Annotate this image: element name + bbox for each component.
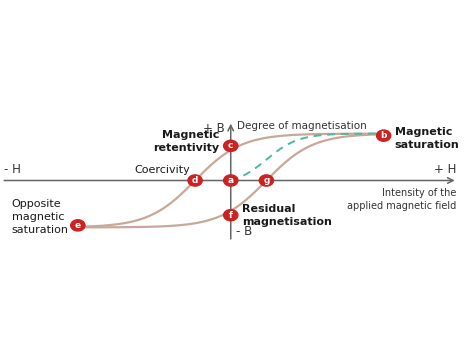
Text: c: c bbox=[228, 142, 233, 150]
Text: f: f bbox=[229, 211, 233, 219]
Text: a: a bbox=[228, 176, 234, 185]
Text: + B: + B bbox=[203, 122, 225, 135]
Ellipse shape bbox=[259, 175, 273, 186]
Text: Opposite
magnetic
saturation: Opposite magnetic saturation bbox=[11, 199, 69, 235]
Ellipse shape bbox=[224, 140, 238, 152]
Ellipse shape bbox=[376, 130, 391, 141]
Text: Residual
magnetisation: Residual magnetisation bbox=[242, 204, 332, 227]
Text: Coercivity: Coercivity bbox=[134, 165, 190, 175]
Ellipse shape bbox=[224, 209, 238, 221]
Text: - H: - H bbox=[4, 164, 21, 177]
Text: d: d bbox=[192, 176, 198, 185]
Text: - B: - B bbox=[236, 225, 252, 238]
Text: g: g bbox=[263, 176, 270, 185]
Text: Intensity of the
applied magnetic field: Intensity of the applied magnetic field bbox=[347, 188, 456, 211]
Ellipse shape bbox=[224, 175, 238, 186]
Text: e: e bbox=[75, 221, 81, 230]
Text: Magnetic
retentivity: Magnetic retentivity bbox=[154, 130, 219, 153]
Text: Magnetic
saturation: Magnetic saturation bbox=[395, 127, 460, 150]
Ellipse shape bbox=[188, 175, 202, 186]
Text: Degree of magnetisation: Degree of magnetisation bbox=[237, 121, 366, 131]
Text: b: b bbox=[381, 131, 387, 140]
Text: + H: + H bbox=[434, 164, 456, 177]
Ellipse shape bbox=[71, 220, 85, 231]
